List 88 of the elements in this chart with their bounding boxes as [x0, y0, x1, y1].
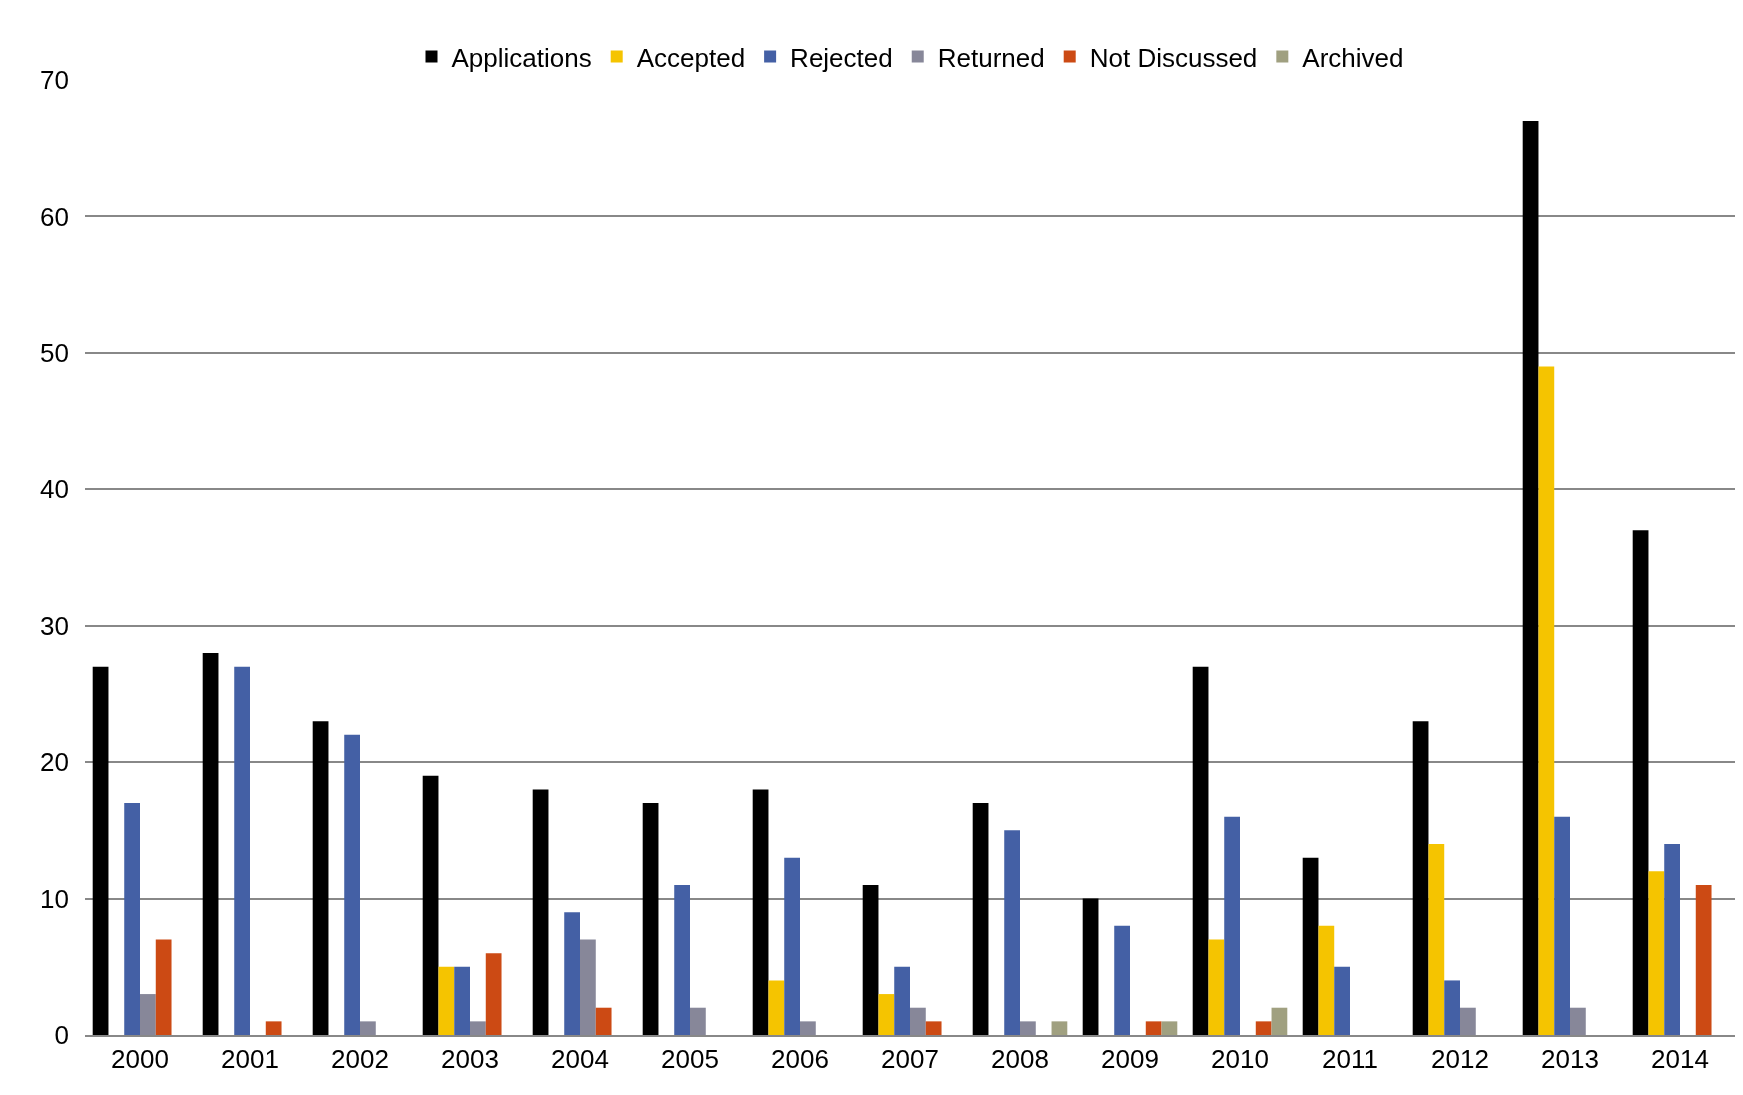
- x-tick-label: 2005: [661, 1044, 719, 1075]
- bar: [1114, 925, 1130, 1035]
- bar: [800, 1021, 816, 1035]
- y-tick-label: 50: [40, 337, 69, 368]
- x-tick-label: 2012: [1431, 1044, 1489, 1075]
- bar: [155, 939, 172, 1035]
- legend-label: Not Discussed: [1089, 42, 1258, 73]
- bar: [1192, 666, 1209, 1035]
- bar: [140, 994, 156, 1035]
- bar: [1695, 884, 1712, 1035]
- bar: [485, 953, 502, 1035]
- bar: [1412, 721, 1429, 1035]
- bar: [894, 966, 910, 1035]
- bar: [1255, 1021, 1272, 1035]
- bar: [470, 1021, 486, 1035]
- bar: [1302, 857, 1319, 1035]
- x-tick-label: 2013: [1541, 1044, 1599, 1075]
- bar: [1538, 366, 1555, 1035]
- bar: [234, 666, 250, 1035]
- bar: [972, 803, 989, 1035]
- x-tick-label: 2000: [111, 1044, 169, 1075]
- bar: [580, 939, 596, 1035]
- y-tick-label: 60: [40, 201, 69, 232]
- bar: [532, 789, 549, 1035]
- bar: [265, 1021, 282, 1035]
- bar: [1522, 120, 1539, 1035]
- bar: [92, 666, 109, 1035]
- bar: [1428, 844, 1445, 1035]
- bar: [1334, 966, 1350, 1035]
- bar: [564, 912, 580, 1035]
- x-tick-label: 2003: [441, 1044, 499, 1075]
- bar: [768, 980, 785, 1035]
- bar: [422, 775, 439, 1035]
- bar: [1271, 1007, 1288, 1035]
- x-tick-label: 2007: [881, 1044, 939, 1075]
- bar: [1208, 939, 1225, 1035]
- x-tick-label: 2008: [991, 1044, 1049, 1075]
- bar: [1224, 816, 1240, 1035]
- x-tick-label: 2014: [1651, 1044, 1709, 1075]
- bar: [925, 1021, 942, 1035]
- bar: [344, 734, 360, 1035]
- bar: [1020, 1021, 1036, 1035]
- bar: [1318, 925, 1335, 1035]
- bar: [1570, 1007, 1586, 1035]
- bar: [1554, 816, 1570, 1035]
- bar: [1082, 898, 1099, 1035]
- legend-label: Archived: [1302, 42, 1404, 73]
- bar: [910, 1007, 926, 1035]
- x-tick-label: 2010: [1211, 1044, 1269, 1075]
- legend-label: Rejected: [790, 42, 893, 73]
- y-tick-label: 70: [40, 65, 69, 96]
- bar: [1648, 871, 1665, 1035]
- bar: [674, 884, 690, 1035]
- x-tick-label: 2006: [771, 1044, 829, 1075]
- x-tick-label: 2004: [551, 1044, 609, 1075]
- x-tick-label: 2002: [331, 1044, 389, 1075]
- bar: [878, 994, 895, 1035]
- y-tick-label: 0: [54, 1020, 69, 1051]
- legend-label: Applications: [451, 42, 592, 73]
- bar: [1664, 844, 1680, 1035]
- y-tick-label: 30: [40, 610, 69, 641]
- bar: [1004, 830, 1020, 1035]
- legend-label: Returned: [937, 42, 1045, 73]
- bar: [438, 966, 455, 1035]
- bar: [752, 789, 769, 1035]
- bar: [312, 721, 329, 1035]
- x-tick-label: 2001: [221, 1044, 279, 1075]
- x-tick-label: 2009: [1101, 1044, 1159, 1075]
- bar: [1444, 980, 1460, 1035]
- bar: [454, 966, 470, 1035]
- bar: [1632, 530, 1649, 1035]
- bar: [784, 857, 800, 1035]
- bar: [1051, 1021, 1068, 1035]
- bar: [1460, 1007, 1476, 1035]
- y-tick-label: 20: [40, 747, 69, 778]
- bar: [202, 653, 219, 1035]
- y-tick-label: 10: [40, 883, 69, 914]
- bar: [862, 884, 879, 1035]
- bar: [124, 803, 140, 1035]
- bar: [642, 803, 659, 1035]
- legend-label: Accepted: [636, 42, 746, 73]
- y-tick-label: 40: [40, 474, 69, 505]
- bar: [360, 1021, 376, 1035]
- bar: [1161, 1021, 1178, 1035]
- bar: [1145, 1021, 1162, 1035]
- bar: [595, 1007, 612, 1035]
- x-tick-label: 2011: [1322, 1044, 1378, 1075]
- bar: [690, 1007, 706, 1035]
